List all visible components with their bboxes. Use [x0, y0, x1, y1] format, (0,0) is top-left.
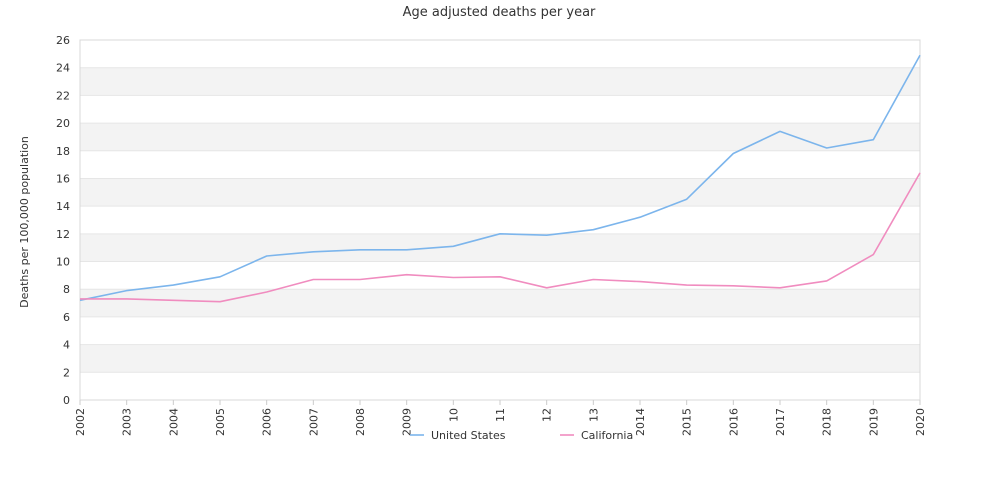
y-tick-label: 22 [56, 89, 70, 102]
grid-band [80, 372, 920, 400]
grid-band [80, 68, 920, 96]
grid-band [80, 345, 920, 373]
x-tick-label: 2005 [214, 408, 227, 436]
x-tick-label: 2020 [914, 408, 927, 436]
y-axis-label: Deaths per 100,000 population [18, 136, 31, 308]
y-tick-label: 2 [63, 366, 70, 379]
x-tick-label: 2019 [867, 408, 880, 436]
grid-bands [80, 40, 920, 400]
y-tick-label: 8 [63, 283, 70, 296]
grid-band [80, 234, 920, 262]
x-tick-label: 12 [541, 408, 554, 422]
x-tick-label: 2017 [774, 408, 787, 436]
grid-band [80, 317, 920, 345]
x-tick-label: 10 [447, 408, 460, 422]
x-tick-label: 2002 [74, 408, 87, 436]
grid-band [80, 40, 920, 68]
legend-item-united-states[interactable]: United States [410, 429, 506, 442]
chart-title: Age adjusted deaths per year [403, 5, 596, 20]
x-tick-label: 2003 [121, 408, 134, 436]
x-tick-label: 2014 [634, 408, 647, 436]
y-tick-label: 4 [63, 339, 70, 352]
legend[interactable]: United States California [410, 429, 633, 442]
y-tick-label: 14 [56, 200, 70, 213]
legend-label: United States [431, 429, 506, 442]
chart: 02468101214161820222426 2002 2003 2004 2005… [0, 0, 1000, 500]
x-tick-label: 2008 [354, 408, 367, 436]
x-tick-label: 2004 [167, 408, 180, 436]
x-tick-label: 2016 [727, 408, 740, 436]
y-tick-label: 18 [56, 145, 70, 158]
x-tick-label: 2009 [401, 408, 414, 436]
grid-band [80, 206, 920, 234]
legend-label: California [581, 429, 633, 442]
y-tick-label: 0 [63, 394, 70, 407]
x-tick-label: 2007 [307, 408, 320, 436]
x-tick-label: 2018 [821, 408, 834, 436]
x-tick-label: 2015 [681, 408, 694, 436]
y-tick-label: 6 [63, 311, 70, 324]
y-tick-label: 16 [56, 172, 70, 185]
grid-band [80, 178, 920, 206]
y-tick-label: 20 [56, 117, 70, 130]
grid-band [80, 95, 920, 123]
grid-band [80, 289, 920, 317]
y-tick-label: 10 [56, 256, 70, 269]
x-tick-label: 13 [587, 408, 600, 422]
x-tick-label: 2006 [261, 408, 274, 436]
x-tick-label: 11 [494, 408, 507, 422]
y-tick-label: 24 [56, 62, 70, 75]
grid-band [80, 151, 920, 179]
legend-item-california[interactable]: California [560, 429, 633, 442]
y-tick-label: 26 [56, 34, 70, 47]
y-tick-label: 12 [56, 228, 70, 241]
